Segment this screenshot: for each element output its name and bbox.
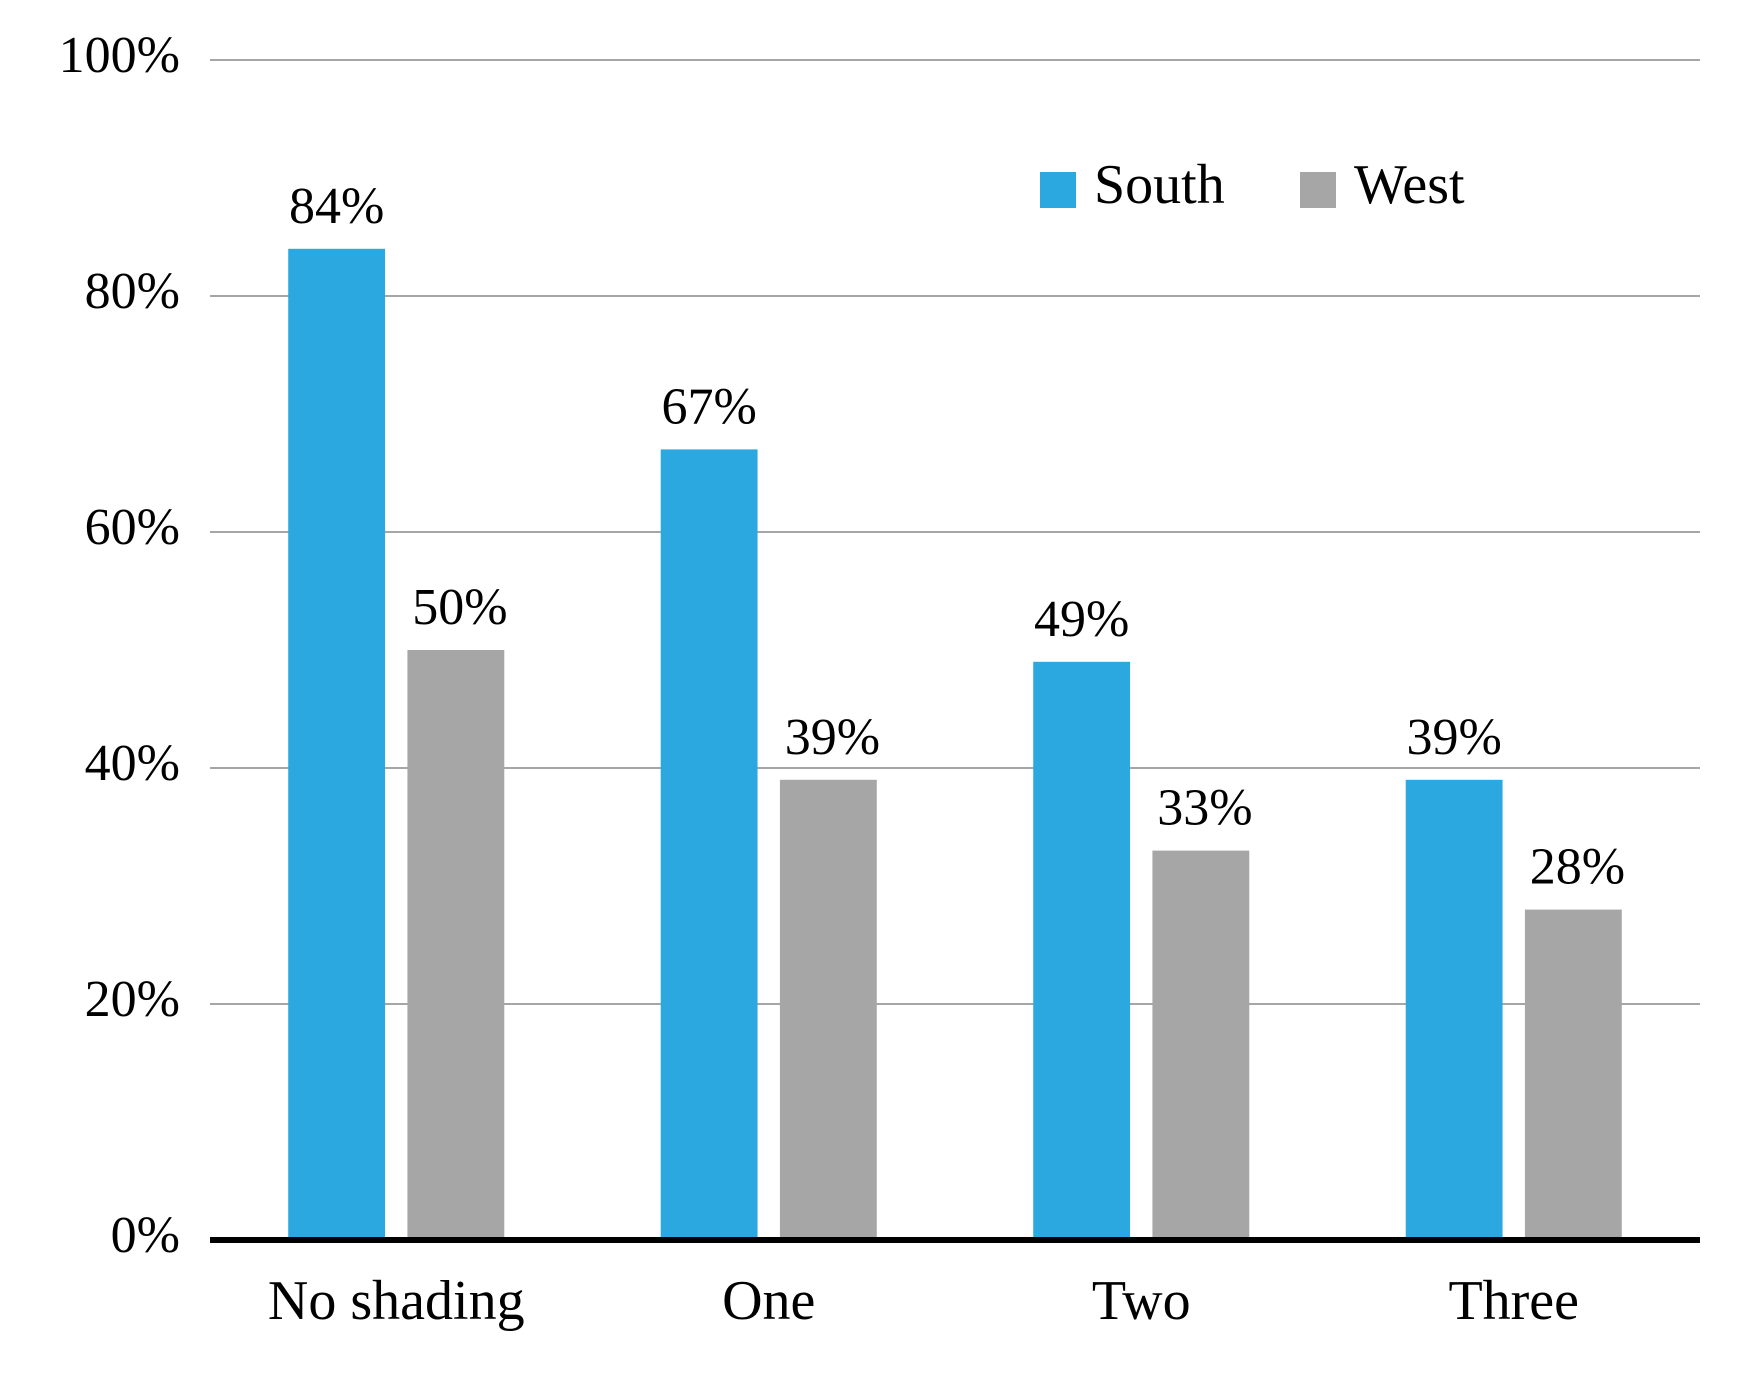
- legend-swatch: [1040, 172, 1076, 208]
- bar-value-label: 39%: [1406, 709, 1501, 766]
- bar-value-label: 50%: [412, 579, 507, 636]
- bar-south: [288, 249, 385, 1240]
- bar-south: [1406, 780, 1503, 1240]
- y-tick-label: 20%: [85, 971, 180, 1028]
- legend-label: South: [1094, 154, 1225, 216]
- y-tick-label: 60%: [85, 499, 180, 556]
- chart-container: 0% 20% 40% 60% 80% 100% 84% 50% No shading 67% 39%…: [0, 0, 1756, 1400]
- bar-value-label: 67%: [661, 378, 756, 435]
- bar-value-label: 28%: [1530, 839, 1625, 896]
- legend-label: West: [1354, 154, 1465, 216]
- legend-swatch: [1300, 172, 1336, 208]
- bar-south: [661, 449, 758, 1240]
- y-tick-label: 100%: [59, 27, 180, 84]
- legend: South West: [1040, 154, 1465, 216]
- bar-value-label: 49%: [1034, 591, 1129, 648]
- bar-value-label: 84%: [289, 178, 384, 235]
- y-tick-label: 0%: [111, 1207, 180, 1264]
- y-tick-label: 80%: [85, 263, 180, 320]
- y-tick-label: 40%: [85, 735, 180, 792]
- bar-value-label: 33%: [1157, 780, 1252, 837]
- bar-west: [780, 780, 877, 1240]
- bar-west: [1525, 910, 1622, 1240]
- bar-chart: 0% 20% 40% 60% 80% 100% 84% 50% No shading 67% 39%…: [0, 0, 1756, 1400]
- x-tick-label: Two: [1092, 1270, 1191, 1332]
- bar-value-label: 39%: [785, 709, 880, 766]
- x-tick-label: One: [722, 1270, 815, 1332]
- bar-south: [1033, 662, 1130, 1240]
- x-tick-label: Three: [1448, 1270, 1579, 1332]
- bar-west: [1152, 851, 1249, 1240]
- x-tick-label: No shading: [268, 1270, 525, 1332]
- bar-west: [407, 650, 504, 1240]
